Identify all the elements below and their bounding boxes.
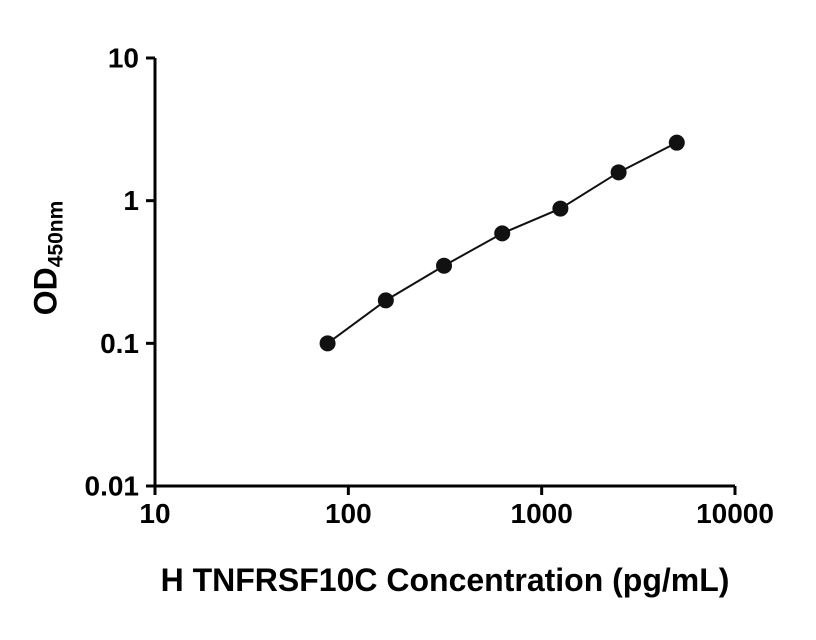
data-point [377,292,394,309]
data-point [494,225,511,242]
data-point [610,164,627,181]
x-tick-label: 100 [325,498,372,529]
x-axis-label: H TNFRSF10C Concentration (pg/mL) [160,562,730,598]
y-tick-label: 1 [123,185,139,216]
y-axis-label-subscript: 450nm [44,200,68,268]
data-point [319,335,336,352]
x-tick-label: 10 [139,498,170,529]
data-point [668,134,685,151]
x-tick-label: 1000 [511,498,573,529]
x-tick-label: 10000 [696,498,774,529]
y-axis-label: OD450nm [28,201,69,316]
y-tick-label: 10 [108,43,139,74]
y-tick-label: 0.1 [100,328,139,359]
y-axis-label-main: OD [27,267,64,316]
data-point [552,200,569,217]
y-tick-label: 0.01 [85,471,140,502]
data-point [436,257,453,274]
